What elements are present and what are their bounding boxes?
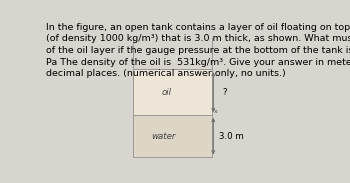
Text: oil: oil (161, 88, 171, 97)
Text: In the figure, an open tank contains a layer of oil floating on top of a layer o: In the figure, an open tank contains a l… (47, 23, 350, 78)
Bar (133, 69, 212, 115)
Text: 3.0 m: 3.0 m (219, 132, 244, 141)
Text: water: water (151, 132, 175, 141)
Bar (133, 115, 212, 157)
Bar (133, 37, 212, 69)
Text: x: x (214, 109, 218, 114)
Text: ?: ? (223, 88, 227, 97)
